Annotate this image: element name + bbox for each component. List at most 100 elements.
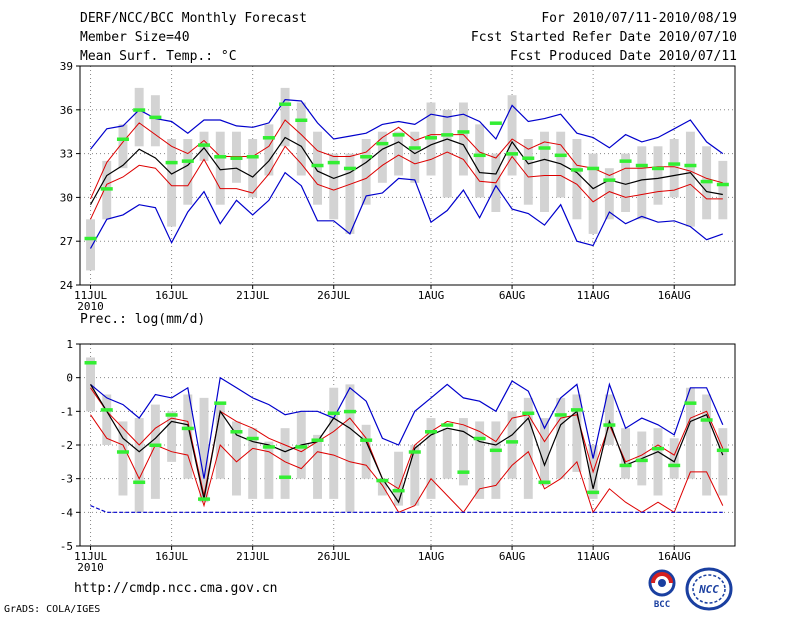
panel1-obs-marker: [441, 133, 454, 137]
panel2-obs-marker: [538, 480, 551, 485]
panel1-spread-box: [458, 102, 468, 176]
panel2-spread-box: [118, 421, 128, 496]
panel1-obs-marker: [279, 102, 292, 106]
panel2-obs-marker: [700, 418, 713, 422]
panel1-spread-box: [540, 131, 549, 212]
panel2-obs-marker: [376, 478, 389, 483]
panel1-y-tick-label: 39: [60, 60, 73, 73]
panel1-spread-box: [361, 139, 371, 205]
panel1-spread-box: [377, 131, 387, 183]
panel2-spread-box: [621, 428, 631, 479]
panel2-x-tick-label: 16JUL: [155, 550, 188, 563]
panel2-obs-marker: [522, 411, 535, 416]
panel1-spread-box: [183, 139, 193, 205]
panel2-spread-box: [329, 387, 339, 499]
panel1-spread-box: [621, 153, 631, 212]
panel2-spread-box: [507, 411, 517, 479]
panel1-spread-box: [296, 102, 306, 176]
panel1-x-tick-label: 1AUG: [418, 289, 445, 302]
panel2-obs-marker: [668, 463, 681, 468]
panel1-obs-marker: [635, 163, 648, 168]
panel2-obs-marker: [311, 438, 324, 442]
panel1-obs-marker: [473, 153, 486, 158]
header-start-date: Fcst Started Refer Date 2010/07/10: [470, 30, 737, 45]
panel2-obs-marker: [587, 490, 600, 495]
panel2-obs-marker: [360, 438, 373, 442]
panel2-obs-marker: [116, 450, 129, 454]
panel2-min-line: [90, 505, 723, 513]
panel1-obs-marker: [246, 155, 259, 159]
panel1-spread-box: [394, 131, 404, 176]
panel1-obs-marker: [408, 146, 421, 150]
panel2-obs-marker: [570, 408, 583, 412]
panel2-lower-line: [90, 414, 724, 514]
panel2-spread-box: [718, 428, 728, 496]
panel2-obs-marker: [473, 436, 486, 441]
panel2-spread-box: [215, 404, 225, 479]
panel2-spread-box: [102, 394, 112, 445]
panel2-x-tick-label: 26JUL: [317, 550, 350, 563]
panel1-spread-box: [637, 146, 647, 220]
panel2-obs-marker: [408, 450, 421, 454]
panel1-x-tick-label: 16JUL: [155, 289, 188, 302]
panel2-spread-box: [442, 428, 452, 479]
panel2-obs-marker: [425, 430, 438, 434]
panel1-obs-marker: [603, 178, 616, 182]
panel1-obs-marker: [570, 168, 583, 172]
panel1-obs-marker: [295, 118, 308, 123]
panel2-obs-marker: [181, 426, 194, 431]
source-url[interactable]: http://cmdp.ncc.cma.gov.cn: [74, 581, 278, 596]
panel1-spread-box: [669, 139, 679, 198]
panel2-obs-marker: [198, 497, 211, 501]
panel1-spread-box: [167, 139, 177, 227]
panel1-spread-box: [215, 131, 225, 205]
panel1-y-tick-label: 27: [60, 235, 73, 248]
panel1-obs-marker: [538, 146, 551, 150]
panel1-spread-box: [475, 124, 485, 198]
header-produced-date: Fcst Produced Date 2010/07/11: [510, 49, 737, 64]
panel1-spread-box: [134, 87, 144, 147]
panel1-spread-box: [442, 109, 452, 198]
panel2-x-tick-label: 6AUG: [499, 550, 526, 563]
bcc-logo: BCC: [648, 569, 676, 609]
panel2-obs-marker: [343, 409, 356, 414]
panel2-spread-box: [199, 397, 209, 503]
panel2-x-tick-label: 11AUG: [577, 550, 610, 563]
header-period: For 2010/07/11-2010/08/19: [541, 11, 737, 26]
ncc-logo-text: NCC: [698, 583, 719, 596]
panel1-obs-marker: [425, 136, 438, 140]
panel1-median-line: [89, 136, 723, 205]
panel1-obs-marker: [100, 187, 113, 191]
panel1-spread-box: [86, 219, 95, 271]
panel2-spread-box: [264, 441, 274, 499]
panel2-y-tick-label: 0: [66, 372, 73, 385]
panel1-obs-marker: [619, 159, 632, 163]
panel1-spread-box: [329, 153, 339, 220]
panel1-obs-marker: [716, 182, 729, 187]
panel1-obs-marker: [311, 163, 324, 168]
panel1-obs-marker: [343, 166, 356, 171]
panel1-spread-box: [685, 131, 695, 227]
panel1-obs-marker: [392, 133, 405, 137]
panel2-spread-box: [458, 418, 468, 486]
panel2-spread-box: [475, 421, 485, 499]
panel2-spread-box: [669, 438, 679, 479]
panel1-y-tick-label: 36: [60, 104, 73, 117]
panel1-spread-box: [264, 124, 274, 176]
header-left: DERF/NCC/BCC Monthly Forecast Member Size…: [80, 9, 307, 66]
panel2-obs-marker: [246, 436, 259, 441]
panel1-obs-marker: [116, 137, 129, 141]
panel2-obs-marker: [716, 448, 729, 453]
panel1-x-tick-label: 21JUL: [236, 289, 269, 302]
panel1-lower-line: [90, 145, 723, 220]
panel2-x-tick-label: 21JUL: [236, 550, 269, 563]
panel1-obs-marker: [522, 156, 535, 160]
panel1-y-tick-label: 30: [60, 191, 73, 204]
panel1-x-tick-sublabel: 2010: [77, 300, 104, 313]
panel1-obs-marker: [230, 156, 243, 160]
header-right: For 2010/07/11-2010/08/19 Fcst Started Re…: [471, 9, 737, 66]
panel2-obs-marker: [295, 445, 308, 449]
panel2-spread-box: [540, 418, 549, 486]
panel1-spread-box: [556, 131, 566, 198]
panel2-x-tick-label: 11JUL: [74, 550, 107, 563]
